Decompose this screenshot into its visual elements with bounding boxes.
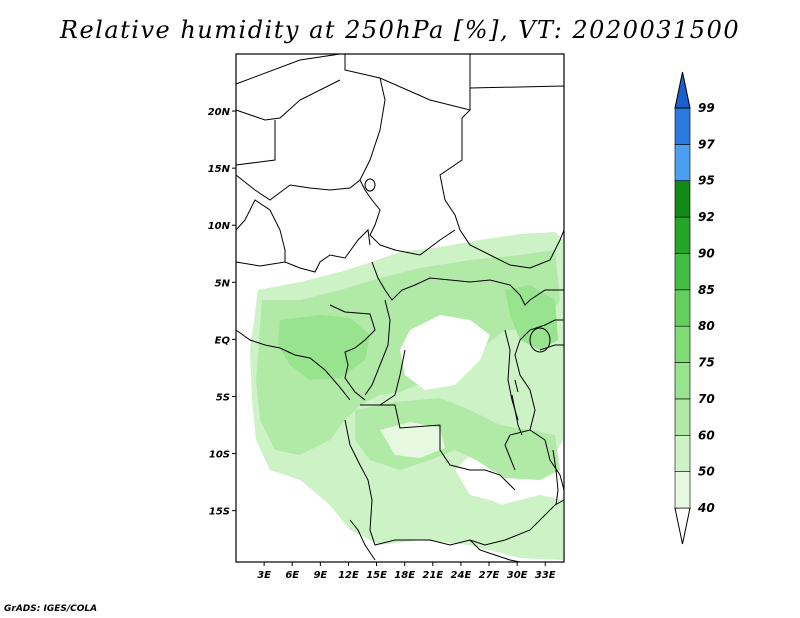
latitude-axis: 20N 15N 10N 5N EQ 5S 10S 15S: [208, 107, 236, 518]
colorbar-box: [674, 144, 691, 182]
lon-tick-label: 6E: [285, 570, 299, 581]
colorbar-box: [674, 289, 691, 327]
lat-tick-label: 5S: [216, 392, 230, 403]
lon-tick-label: 21E: [422, 570, 443, 581]
humidity-hole-south: [380, 422, 445, 458]
humidity-hole-center: [400, 315, 490, 390]
lake-kivu: [514, 379, 519, 393]
colorbar-label: 97: [698, 137, 715, 151]
lat-tick-label: EQ: [215, 335, 231, 346]
colorbar-label: 92: [698, 210, 715, 224]
colorbar-box: [674, 325, 691, 363]
lat-tick-label: 10N: [208, 221, 231, 232]
lake-tanganyika: [511, 394, 523, 436]
colorbar-label: 70: [698, 392, 715, 406]
lake-malawi: [552, 449, 559, 506]
colorbar: 40 50 60 70 75 80 85 90 92 95 97 99: [674, 71, 715, 545]
lakes: [364, 178, 559, 506]
lake-chad: [364, 178, 376, 192]
humidity-region-east: [505, 285, 558, 350]
lon-tick-label: 24E: [451, 570, 472, 581]
colorbar-box: [674, 471, 691, 509]
colorbar-label: 90: [698, 246, 715, 260]
humidity-region-south: [355, 398, 560, 480]
lon-tick-label: 15E: [366, 570, 387, 581]
lon-tick-label: 9E: [313, 570, 327, 581]
lon-tick-label: 18E: [394, 570, 415, 581]
colorbar-box: [674, 398, 691, 436]
lake-victoria: [529, 327, 551, 353]
colorbar-box: [674, 434, 691, 472]
colorbar-box: [674, 253, 691, 291]
colorbar-box: [674, 107, 691, 145]
lat-tick-label: 10S: [209, 450, 230, 461]
colorbar-label: 95: [698, 174, 715, 188]
lat-tick-label: 20N: [208, 107, 231, 118]
colorbar-label: 80: [698, 319, 715, 333]
lat-tick-label: 15S: [209, 507, 230, 518]
colorbar-label: 40: [697, 501, 715, 515]
map-frame: [235, 53, 565, 563]
map-title: Relative humidity at 250hPa [%], VT: 202…: [59, 16, 741, 44]
lon-tick-label: 3E: [257, 570, 271, 581]
grads-credit: GrADS: IGES/COLA: [4, 604, 98, 614]
longitude-axis: 3E 6E 9E 12E 15E 18E 21E 24E 27E 30E 33E: [257, 562, 556, 581]
colorbar-top-triangle: [674, 71, 691, 109]
lat-tick-label: 15N: [208, 164, 231, 175]
colorbar-box: [674, 216, 691, 254]
colorbar-label: 99: [698, 101, 715, 115]
lon-tick-label: 33E: [535, 570, 556, 581]
humidity-region-core: [278, 315, 370, 380]
colorbar-label: 60: [698, 428, 715, 442]
colorbar-label: 75: [698, 356, 715, 370]
colorbar-label: 85: [698, 283, 715, 297]
colorbar-box: [674, 362, 691, 400]
humidity-field: [250, 232, 563, 560]
lat-tick-label: 5N: [215, 278, 231, 289]
lon-tick-label: 27E: [479, 570, 500, 581]
humidity-region-southband: [330, 478, 530, 530]
colorbar-box: [674, 180, 691, 218]
lon-tick-label: 30E: [507, 570, 528, 581]
colorbar-label: 50: [698, 465, 715, 479]
colorbar-bottom-triangle: [674, 507, 691, 545]
lon-tick-label: 12E: [338, 570, 359, 581]
